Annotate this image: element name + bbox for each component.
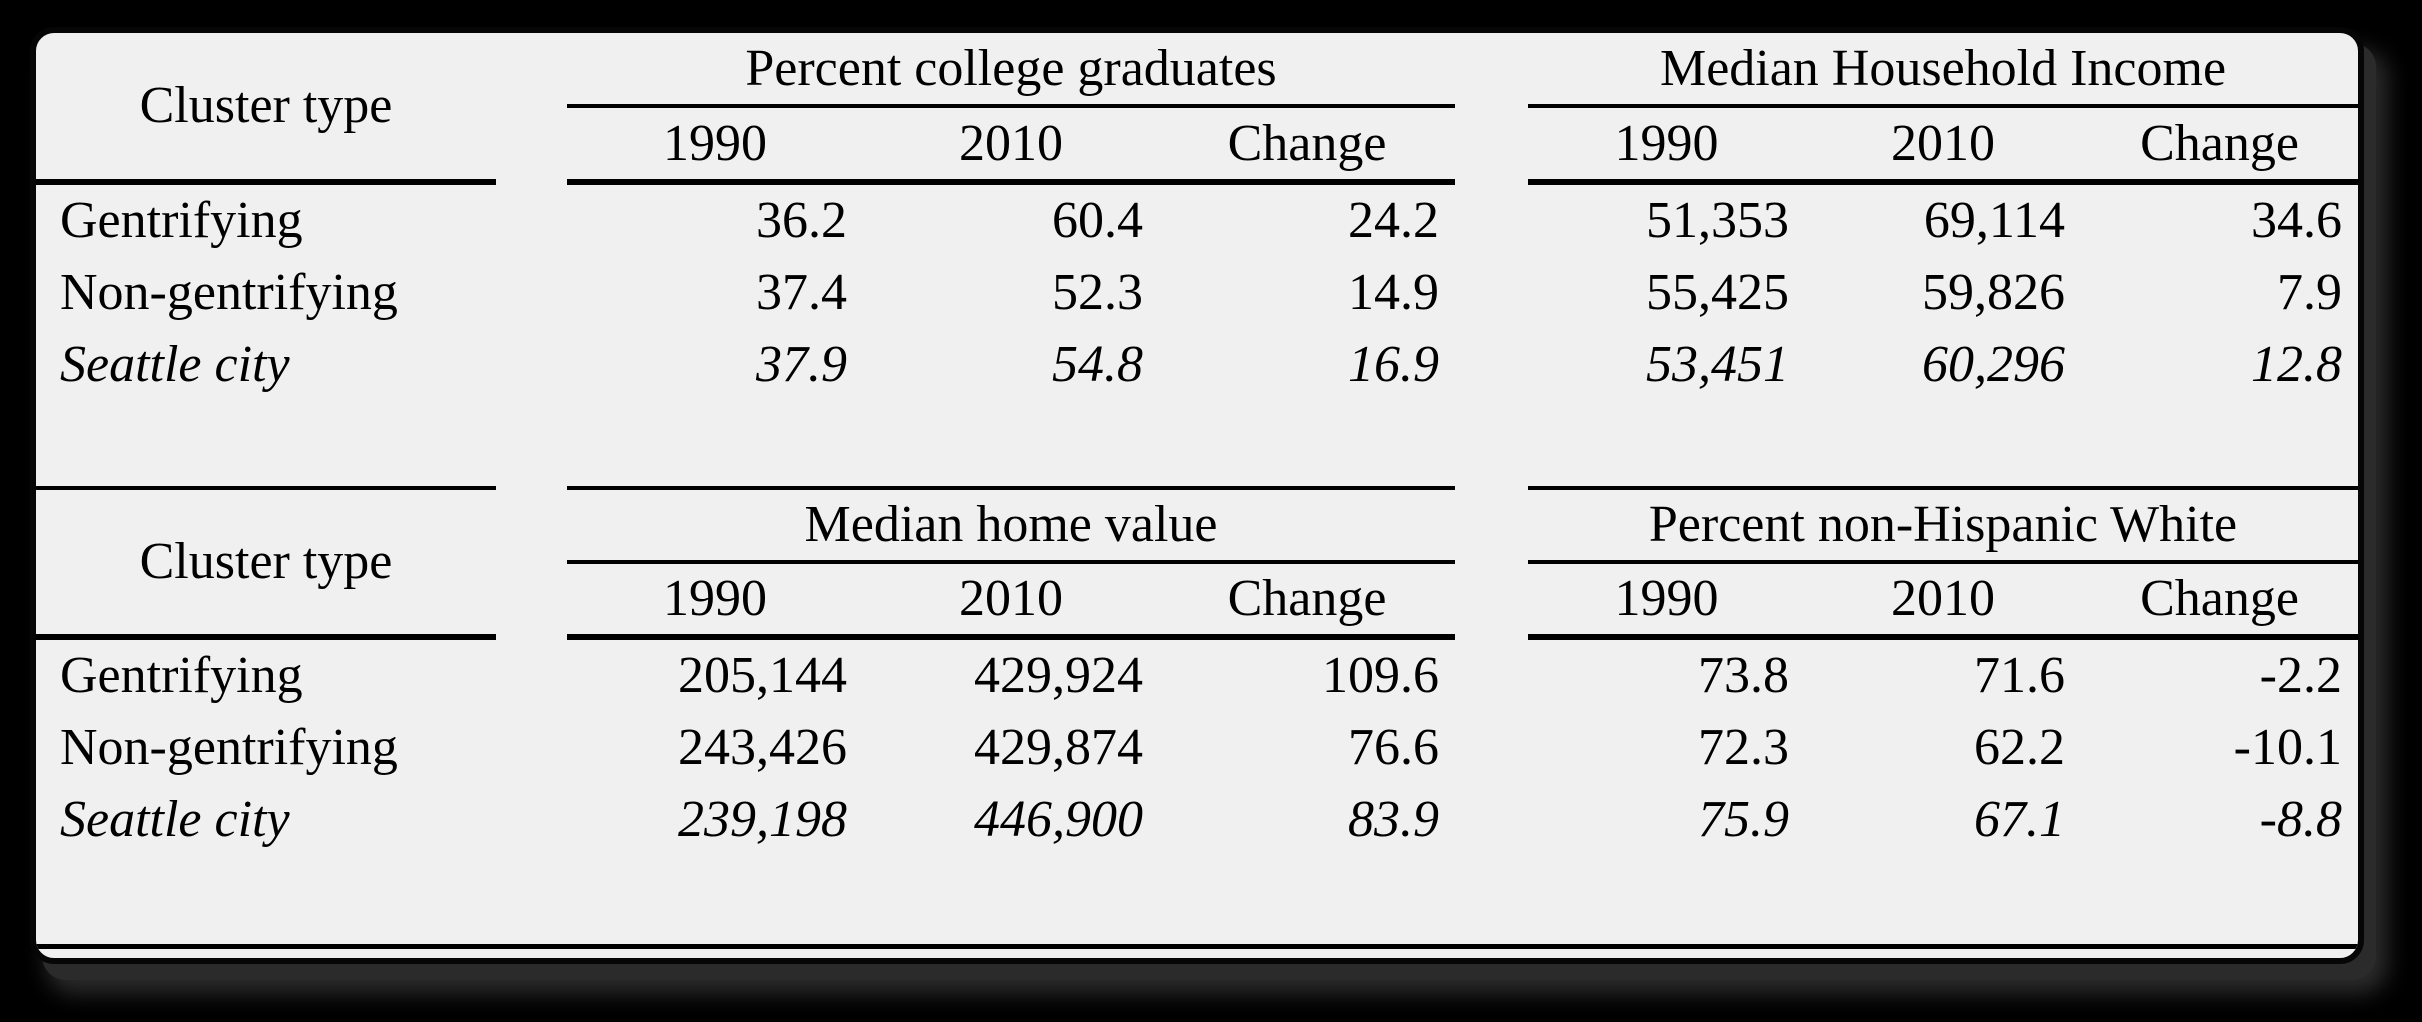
value-cell: 37.4 [756,264,847,321]
column-header: 2010 [863,108,1159,185]
value-cell: 36.2 [756,192,847,249]
value-cell: 73.8 [1698,647,1789,704]
table-block-lower: Cluster type Median home value Percent n… [36,486,2358,856]
value-cell: 71.6 [1974,647,2065,704]
value-cell: 24.2 [1348,192,1439,249]
value-cell: 37.9 [756,336,847,393]
column-header: Change [1159,108,1455,185]
table-block-upper: Cluster type Percent college graduates M… [36,33,2358,401]
column-header: 1990 [567,564,863,640]
row-label: Gentrifying [60,192,303,249]
row-label: Seattle city [60,791,290,848]
value-cell: 429,874 [974,719,1143,776]
column-header: 2010 [863,564,1159,640]
value-cell: 52.3 [1052,264,1143,321]
column-group-title: Percent non-Hispanic White [1528,486,2358,564]
value-cell: 62.2 [1974,719,2065,776]
column-header: 1990 [1528,108,1805,185]
value-cell: 239,198 [678,791,847,848]
value-cell: 34.6 [2251,192,2342,249]
cluster-type-header: Cluster type [36,33,496,185]
row-label: Non-gentrifying [60,264,398,321]
column-group-title: Median home value [567,486,1455,564]
value-cell: -8.8 [2259,791,2342,848]
column-header: 1990 [1528,564,1805,640]
column-group-title: Percent college graduates [567,33,1455,108]
value-cell: 51,353 [1646,192,1789,249]
row-label: Gentrifying [60,647,303,704]
value-cell: 69,114 [1923,192,2065,249]
value-cell: 72.3 [1698,719,1789,776]
cluster-type-header: Cluster type [36,486,496,640]
column-group-title: Median Household Income [1528,33,2358,108]
value-cell: 60,296 [1922,336,2065,393]
column-header: 1990 [567,108,863,185]
value-cell: 16.9 [1348,336,1439,393]
value-cell: 59,826 [1922,264,2065,321]
column-header: 2010 [1805,564,2081,640]
row-label: Seattle city [60,336,290,393]
value-cell: 14.9 [1348,264,1439,321]
value-cell: 446,900 [974,791,1143,848]
value-cell: 243,426 [678,719,847,776]
value-cell: 54.8 [1052,336,1143,393]
value-cell: 60.4 [1052,192,1143,249]
value-cell: 76.6 [1348,719,1439,776]
column-header: Change [1159,564,1455,640]
value-cell: 429,924 [974,647,1143,704]
row-label: Non-gentrifying [60,719,398,776]
table-bottom-rule [36,944,2358,949]
column-header: 2010 [1805,108,2081,185]
value-cell: 7.9 [2277,264,2342,321]
value-cell: 55,425 [1646,264,1789,321]
value-cell: -10.1 [2233,719,2342,776]
value-cell: -2.2 [2259,647,2342,704]
value-cell: 205,144 [678,647,847,704]
value-cell: 75.9 [1698,791,1789,848]
value-cell: 12.8 [2251,336,2342,393]
value-cell: 53,451 [1646,336,1789,393]
table-figure-card: Cluster type Percent college graduates M… [30,27,2364,964]
column-header: Change [2081,564,2358,640]
value-cell: 109.6 [1322,647,1439,704]
value-cell: 67.1 [1974,791,2065,848]
column-header: Change [2081,108,2358,185]
value-cell: 83.9 [1348,791,1439,848]
